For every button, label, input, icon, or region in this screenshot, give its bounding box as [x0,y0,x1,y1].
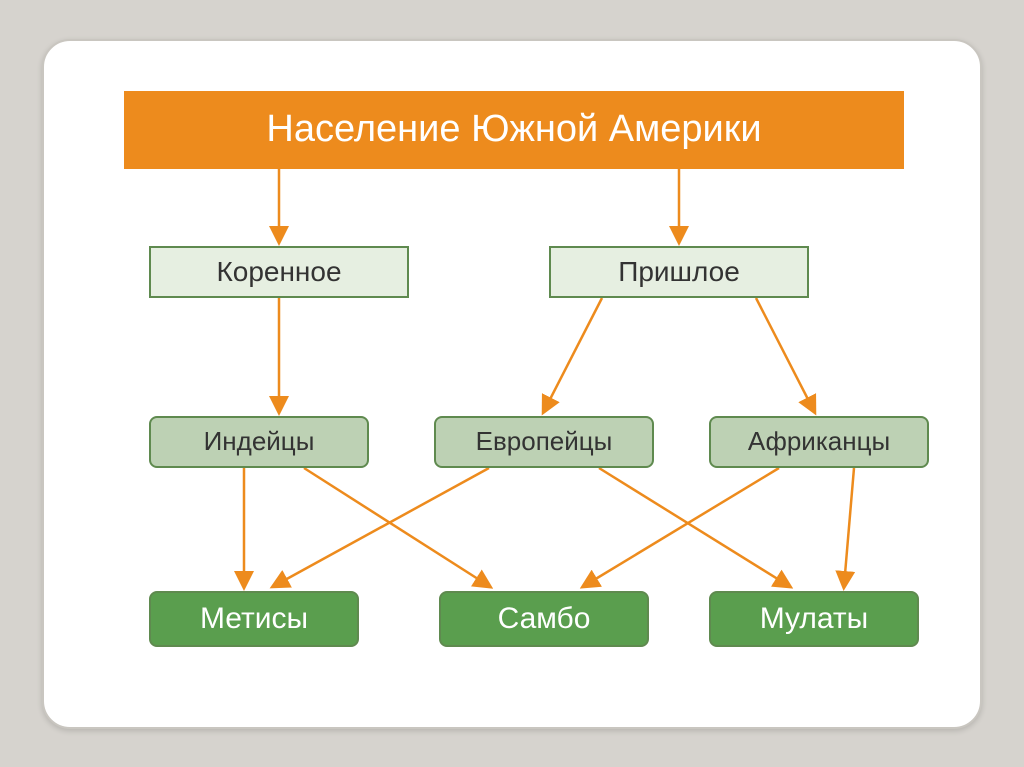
node-level3-2: Африканцы [709,416,929,468]
arrow-8 [599,468,789,586]
node-level4-1: Самбо [439,591,649,647]
arrow-10 [844,468,854,586]
arrow-4 [756,298,814,411]
node-level2-1: Пришлое [549,246,809,298]
diagram-card: Население Южной Америки КоренноеПришлое … [42,39,982,729]
arrow-9 [584,468,779,586]
node-level2-label-1: Пришлое [618,256,740,288]
node-level4-2: Мулаты [709,591,919,647]
node-level3-label-1: Европейцы [476,426,613,457]
arrow-6 [304,468,489,586]
node-level4-0: Метисы [149,591,359,647]
title-box: Население Южной Америки [124,91,904,169]
node-level2-label-0: Коренное [216,256,341,288]
title-text: Население Южной Америки [266,108,761,151]
arrow-3 [544,298,602,411]
arrow-7 [274,468,489,586]
node-level3-0: Индейцы [149,416,369,468]
node-level3-label-2: Африканцы [748,426,890,457]
node-level4-label-2: Мулаты [760,602,869,636]
node-level2-0: Коренное [149,246,409,298]
node-level3-label-0: Индейцы [204,426,315,457]
node-level4-label-0: Метисы [200,602,308,636]
node-level4-label-1: Самбо [498,602,591,636]
node-level3-1: Европейцы [434,416,654,468]
